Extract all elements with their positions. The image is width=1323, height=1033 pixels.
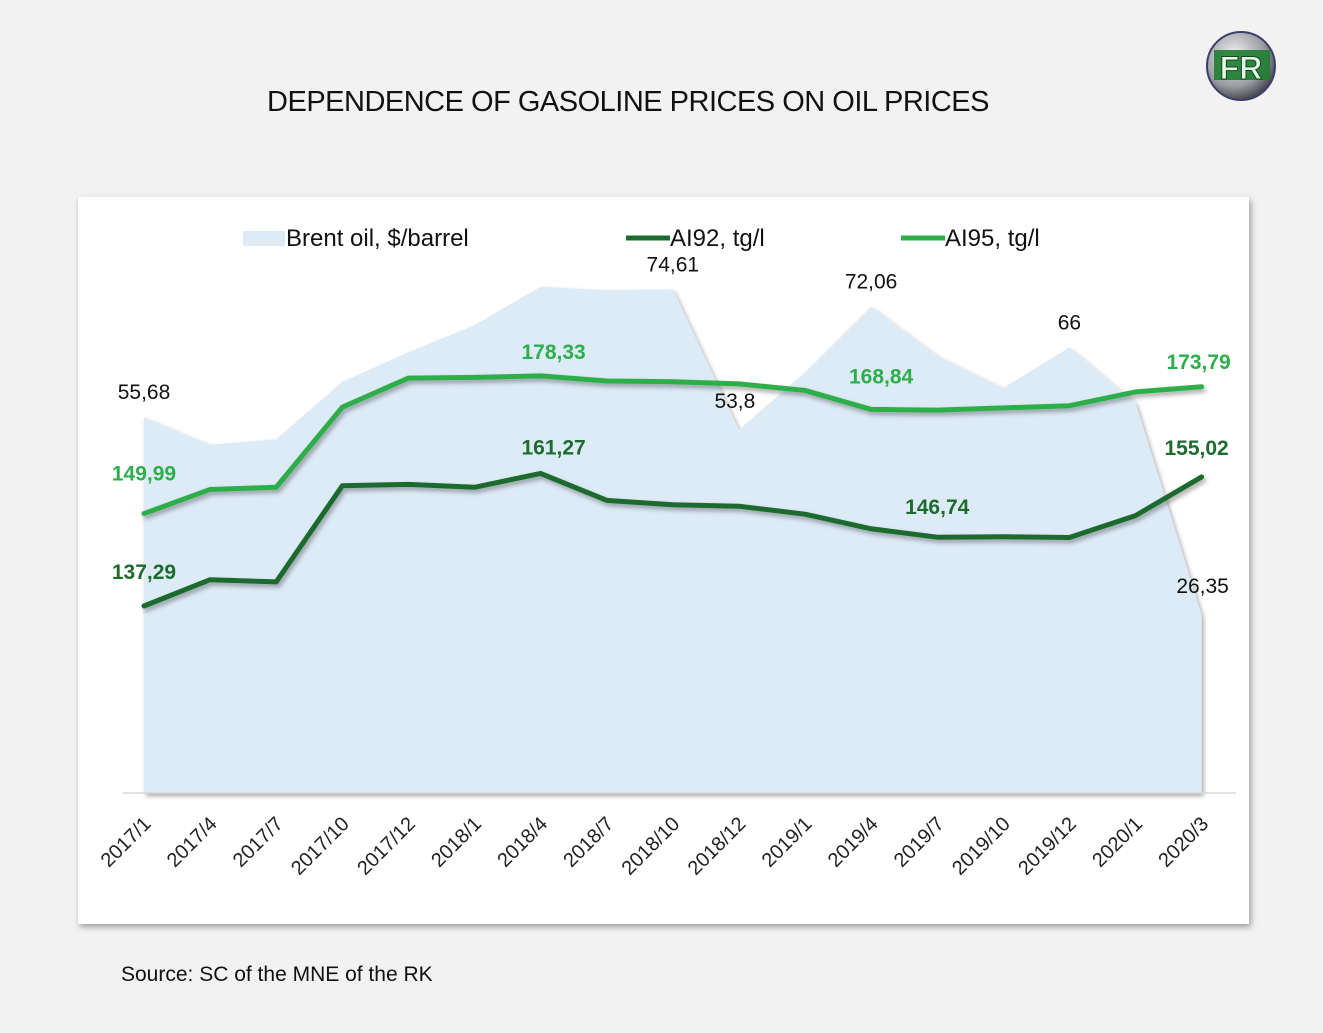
ai95-data-label: 173,79	[1166, 351, 1230, 374]
x-tick-label: 2018/10	[618, 813, 685, 880]
x-tick-label: 2018/4	[493, 813, 552, 872]
brent-data-label: 53,8	[714, 390, 755, 413]
x-axis: 2017/1 2017/4 2017/7 2017/10 2017/12 2018/1 20…	[97, 813, 1213, 880]
logo-text: FR	[1220, 50, 1263, 86]
x-tick-label: 2020/3	[1154, 813, 1213, 872]
fr-logo-icon: FR	[1206, 31, 1276, 101]
x-tick-label: 2019/10	[948, 813, 1015, 880]
x-tick-label: 2017/10	[287, 813, 354, 880]
ai95-line	[141, 373, 1205, 517]
ai95-data-label: 168,84	[849, 365, 914, 388]
x-tick-label: 2018/1	[427, 813, 486, 872]
ai95-data-label: 178,33	[521, 341, 585, 364]
ai92-data-label: 146,74	[905, 496, 970, 519]
brent-data-label: 26,35	[1176, 575, 1229, 598]
x-tick-label: 2017/7	[229, 813, 288, 872]
ai92-data-label: 155,02	[1164, 437, 1228, 460]
x-tick-label: 2018/7	[559, 813, 618, 872]
brent-data-label: 55,68	[118, 381, 171, 404]
x-tick-label: 2017/1	[97, 813, 156, 872]
x-tick-label: 2018/12	[684, 813, 751, 880]
brent-data-label: 66	[1058, 312, 1081, 335]
x-tick-label: 2019/12	[1014, 813, 1081, 880]
page-title: DEPENDENCE OF GASOLINE PRICES ON OIL PRI…	[267, 86, 989, 118]
plot-area: 55,68 74,61 53,8 72,06 66 26,35 137,29 161,27 14…	[112, 253, 1236, 794]
brent-area	[144, 286, 1202, 793]
legend-label-ai95: AI95, tg/l	[945, 225, 1040, 252]
ai92-line	[141, 470, 1205, 609]
chart-card: Brent oil, $/barrel AI92, tg/l AI95, tg/l …	[78, 197, 1249, 924]
ai95-data-label: 149,99	[112, 463, 176, 486]
x-tick-label: 2017/4	[163, 813, 222, 872]
legend-swatch-brent	[243, 231, 285, 246]
chart: Brent oil, $/barrel AI92, tg/l AI95, tg/l …	[97, 225, 1236, 880]
x-tick-label: 2019/7	[890, 813, 949, 872]
ai92-data-label: 137,29	[112, 561, 176, 584]
brent-data-label: 72,06	[845, 271, 898, 294]
x-tick-label: 2020/1	[1088, 813, 1147, 872]
source-note: Source: SC of the MNE of the RK	[121, 963, 433, 986]
x-tick-label: 2017/12	[353, 813, 420, 880]
x-tick-label: 2019/4	[824, 813, 883, 872]
chart-legend: Brent oil, $/barrel AI92, tg/l AI95, tg/l	[243, 225, 1040, 252]
legend-label-brent: Brent oil, $/barrel	[286, 225, 469, 252]
brent-data-label: 74,61	[647, 253, 700, 276]
ai92-data-label: 161,27	[521, 436, 585, 459]
legend-label-ai92: AI92, tg/l	[670, 225, 765, 252]
x-tick-label: 2019/1	[758, 813, 817, 872]
